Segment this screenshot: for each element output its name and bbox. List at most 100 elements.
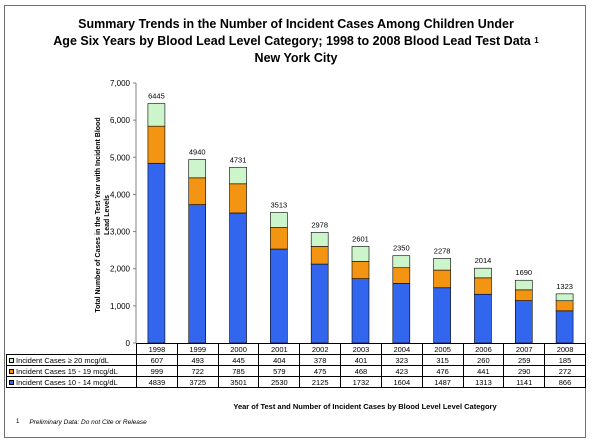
y-tick-label: 1,000 — [110, 302, 131, 311]
table-cell-2008: 185 — [544, 354, 586, 366]
table-cell-2006: 260 — [462, 354, 505, 366]
y-tick-label: 4,000 — [110, 190, 131, 199]
bar-segment-2006-series-1 — [474, 293, 492, 344]
total-label-2005: 2278 — [434, 246, 451, 255]
chart-title-line-2: Age Six Years by Blood Lead Level Catego… — [0, 33, 592, 49]
bar-segment-2003-series-3 — [351, 246, 370, 262]
bar-segment-2008-series-1 — [555, 310, 574, 344]
table-cell-2003: 401 — [340, 354, 382, 366]
bar-segment-1999-series-3 — [188, 159, 207, 179]
y-tick-label: 7,000 — [110, 79, 131, 88]
table-cell-2001: 2530 — [258, 376, 301, 388]
y-axis-label: Total Number of Cases in the Test Year w… — [95, 117, 111, 313]
bar-segment-2003-series-1 — [351, 278, 370, 344]
legend-swatch — [9, 380, 14, 386]
bar-segment-1998-series-3 — [147, 103, 166, 127]
table-cell-1998: 607 — [136, 354, 178, 366]
category-label-2007: 2007 — [503, 343, 546, 355]
bar-segment-2003-series-2 — [351, 260, 370, 279]
legend-label: Incident Cases ≥ 20 mcg/dL — [16, 355, 109, 365]
category-label-2004: 2004 — [380, 343, 423, 355]
table-cell-2006: 441 — [462, 365, 505, 377]
x-axis-label: Year of Test and Number of Incident Case… — [233, 402, 497, 411]
table-cell-2004: 423 — [380, 365, 423, 377]
bar-segment-2004-series-3 — [392, 255, 411, 269]
bar-segment-2000-series-3 — [229, 166, 247, 185]
bar-segment-2001-series-3 — [270, 212, 288, 228]
legend-label: Incident Cases 15 - 19 mcg/dL — [16, 366, 118, 376]
bar-segment-2002-series-2 — [310, 246, 329, 265]
total-label-1999: 4940 — [189, 148, 206, 157]
total-label-2006: 2014 — [475, 256, 492, 265]
category-label-2003: 2003 — [340, 343, 382, 355]
table-cell-2000: 785 — [217, 365, 260, 377]
table-corner — [6, 343, 137, 355]
table-cell-2000: 445 — [217, 354, 260, 366]
y-tick-label: 2,000 — [110, 265, 131, 274]
bar-segment-2008-series-3 — [555, 293, 574, 302]
category-label-2002: 2002 — [299, 343, 342, 355]
bar-segment-2005-series-3 — [433, 258, 451, 271]
table-row: Incident Cases 10 - 14 mcg/dL 4839 3725 350… — [6, 376, 586, 388]
table-row: Incident Cases ≥ 20 mcg/dL 607 493 445 404 37… — [6, 354, 586, 366]
category-label-2008: 2008 — [544, 343, 586, 355]
table-cell-2003: 468 — [340, 365, 382, 377]
table-cell-1999: 722 — [176, 365, 219, 377]
total-label-1998: 6445 — [148, 92, 165, 101]
bar-segment-2005-series-2 — [433, 269, 451, 289]
bar-segment-2007-series-3 — [514, 279, 533, 291]
bar-segment-2004-series-1 — [392, 283, 411, 344]
total-label-2003: 2601 — [352, 234, 369, 243]
legend-entry: Incident Cases ≥ 20 mcg/dL — [6, 354, 137, 366]
table-cell-1999: 3725 — [176, 376, 219, 388]
legend-swatch — [9, 369, 14, 375]
table-cell-2001: 579 — [258, 365, 301, 377]
bar-segment-2007-series-2 — [514, 289, 533, 301]
bar-segment-2001-series-2 — [270, 227, 288, 250]
bar-segment-2002-series-3 — [310, 232, 329, 247]
table-cell-2000: 3501 — [217, 376, 260, 388]
category-label-2000: 2000 — [217, 343, 260, 355]
table-cell-2007: 1141 — [503, 376, 546, 388]
table-cell-2002: 475 — [299, 365, 342, 377]
legend-entry: Incident Cases 15 - 19 mcg/dL — [6, 365, 137, 377]
bar-segment-2006-series-3 — [474, 267, 492, 279]
bar-segment-1999-series-1 — [188, 204, 207, 344]
table-cell-2005: 1487 — [421, 376, 464, 388]
footnote-text: Preliminary Data: Do not Cite or Release — [29, 419, 147, 426]
bar-segment-2000-series-2 — [229, 183, 247, 214]
total-label-2008: 1323 — [556, 282, 573, 291]
table-cell-2005: 476 — [421, 365, 464, 377]
table-cell-2007: 259 — [503, 354, 546, 366]
bar-segment-2007-series-1 — [514, 300, 533, 344]
table-cell-1998: 999 — [136, 365, 178, 377]
bar-segment-2005-series-1 — [433, 287, 451, 344]
bar-segment-2008-series-2 — [555, 300, 574, 312]
category-label-2001: 2001 — [258, 343, 301, 355]
category-label-2005: 2005 — [421, 343, 464, 355]
title-footnote-marker: 1 — [534, 36, 539, 45]
total-label-2002: 2978 — [311, 220, 328, 229]
table-cell-2004: 1604 — [380, 376, 423, 388]
bar-segment-2000-series-1 — [229, 212, 247, 344]
table-cell-1999: 493 — [176, 354, 219, 366]
table-cell-2008: 866 — [544, 376, 586, 388]
bar-segment-1998-series-2 — [147, 125, 166, 164]
footnote: 1 Preliminary Data: Do not Cite or Releas… — [16, 419, 147, 426]
legend-swatch — [9, 358, 14, 364]
y-tick-label: 3,000 — [110, 228, 131, 237]
chart-title-line-1: Summary Trends in the Number of Incident… — [78, 17, 514, 31]
table-cell-2007: 290 — [503, 365, 546, 377]
total-label-2001: 3513 — [271, 201, 288, 210]
table-cell-2008: 272 — [544, 365, 586, 377]
footnote-number: 1 — [16, 419, 20, 425]
total-label-2000: 4731 — [230, 155, 247, 164]
legend-entry: Incident Cases 10 - 14 mcg/dL — [6, 376, 137, 388]
category-label-1999: 1999 — [176, 343, 219, 355]
table-cell-1998: 4839 — [136, 376, 178, 388]
y-tick-label: 6,000 — [110, 116, 131, 125]
table-row: Incident Cases 15 - 19 mcg/dL 999 722 785 57… — [6, 365, 586, 377]
bar-segment-1998-series-1 — [147, 162, 166, 344]
table-cell-2005: 315 — [421, 354, 464, 366]
